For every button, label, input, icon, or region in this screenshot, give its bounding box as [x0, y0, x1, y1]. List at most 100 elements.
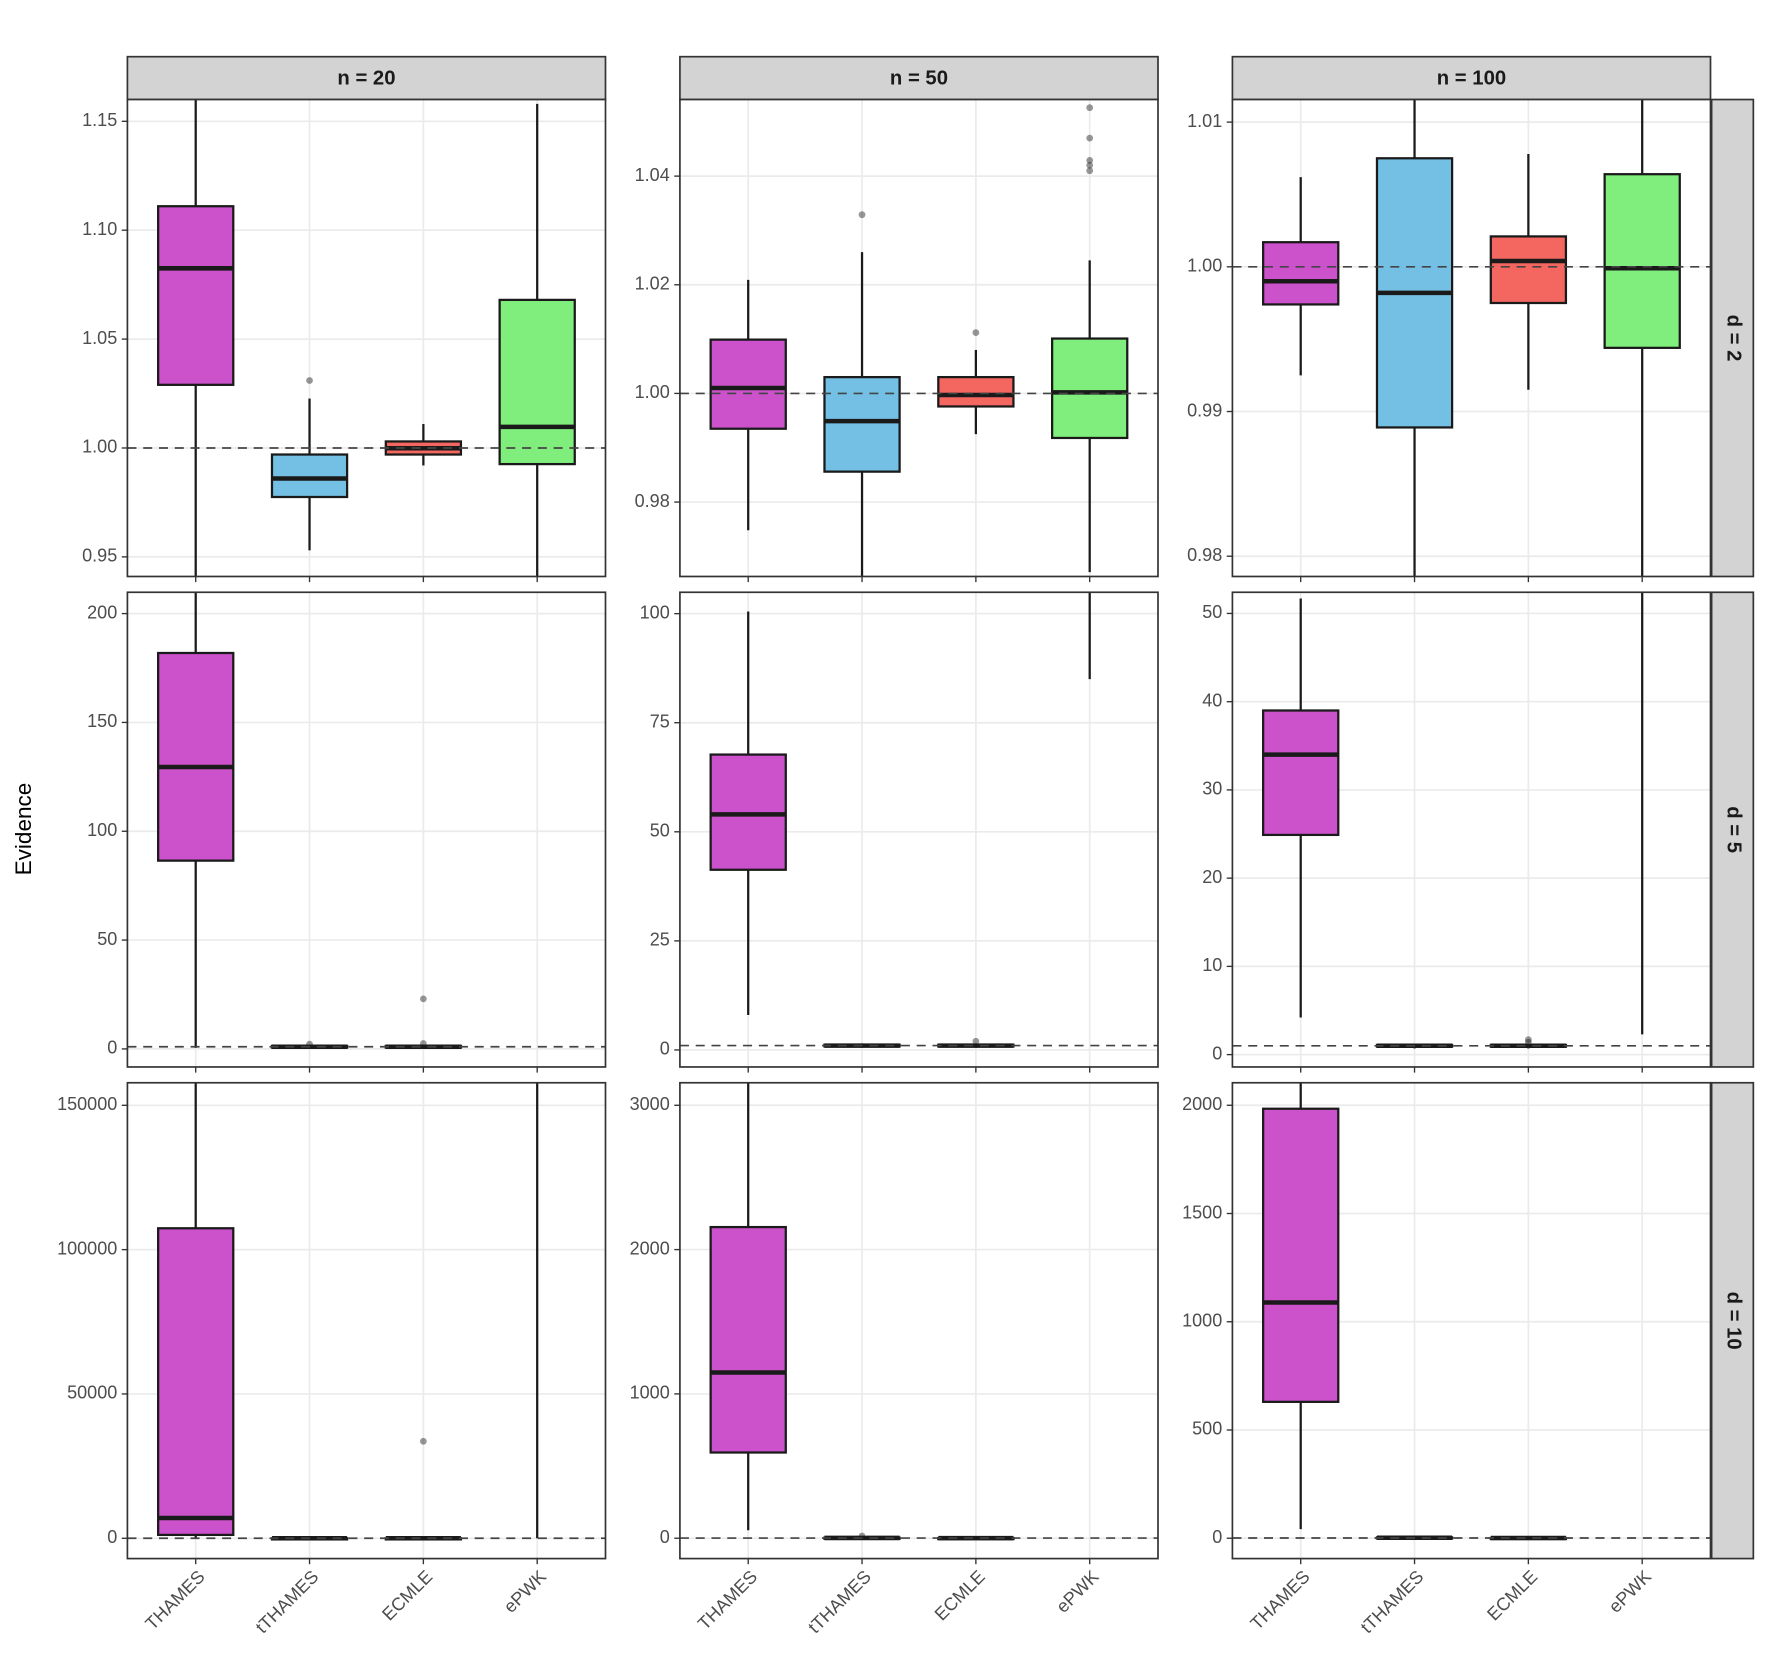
panel-border [679, 1081, 1159, 1560]
box [157, 651, 235, 862]
outlier [1086, 156, 1094, 164]
y-tick-label: 1000 [1182, 1311, 1222, 1331]
x-tick-label: tTHAMES [252, 1566, 323, 1637]
outlier [419, 995, 427, 1003]
y-tick-label: 100 [87, 820, 117, 840]
outlier [306, 377, 313, 384]
x-tick-label: THAMES [141, 1566, 208, 1633]
x-tick-label: tTHAMES [1357, 1566, 1428, 1637]
x-tick-label: ePWK [500, 1566, 550, 1616]
row-strip [1710, 1081, 1755, 1560]
box [1262, 1107, 1340, 1403]
y-tick-label: 30 [1202, 779, 1222, 799]
y-tick-label: 0 [107, 1038, 117, 1058]
box [1262, 241, 1340, 306]
y-tick-label: 10 [1202, 955, 1222, 975]
y-tick-label: 1.10 [82, 219, 117, 239]
x-tick-label: ePWK [1052, 1566, 1102, 1616]
box [157, 205, 235, 386]
y-tick-label: 0 [660, 1039, 670, 1059]
y-tick-label: 50 [97, 929, 117, 949]
x-tick-label: tTHAMES [804, 1566, 875, 1637]
y-tick-label: 0.98 [635, 491, 670, 511]
y-tick-label: 50 [650, 821, 670, 841]
panel [1232, 1082, 1711, 1559]
row-strip [1710, 98, 1755, 578]
y-tick-label: 2000 [1182, 1094, 1222, 1114]
outlier [419, 1437, 427, 1445]
row-strip-label: d = 2 [1723, 315, 1745, 362]
y-tick-label: 1.00 [1187, 256, 1222, 276]
y-tick-label: 1.15 [82, 110, 117, 130]
y-tick-label: 0 [1212, 1527, 1222, 1547]
panel [1232, 592, 1711, 1067]
box [1262, 709, 1340, 837]
y-tick-label: 1.02 [635, 274, 670, 294]
box [1051, 337, 1129, 440]
y-tick-label: 100000 [57, 1238, 117, 1258]
x-tick-label: THAMES [694, 1566, 761, 1633]
y-tick-label: 150 [87, 711, 117, 731]
column-strip-label: n = 100 [1437, 68, 1506, 90]
column-strip [1231, 55, 1712, 101]
row-strip [1710, 591, 1755, 1068]
y-tick-label: 0.99 [1187, 400, 1222, 420]
outlier [1086, 134, 1094, 142]
y-tick-label: 500 [1192, 1419, 1222, 1439]
panel [127, 592, 606, 1067]
y-tick-label: 0.95 [82, 546, 117, 566]
panel-border [1231, 591, 1712, 1068]
y-tick-label: 150000 [57, 1094, 117, 1114]
y-tick-label: 25 [650, 930, 670, 950]
y-tick-label: 0 [107, 1527, 117, 1547]
panel [679, 592, 1158, 1067]
outlier [1524, 1038, 1532, 1046]
box [1603, 173, 1681, 349]
y-tick-label: 0 [1212, 1043, 1222, 1063]
y-tick-label: 0.98 [1187, 545, 1222, 565]
box [709, 1225, 787, 1454]
y-tick-label: 50000 [67, 1383, 117, 1403]
x-tick-label: ECMLE [931, 1566, 989, 1624]
y-tick-label: 20 [1202, 867, 1222, 887]
outlier [1086, 104, 1094, 112]
y-tick-label: 1.01 [1187, 111, 1222, 131]
x-tick-label: ECMLE [1483, 1566, 1541, 1624]
panel-border [679, 591, 1159, 1068]
panel-border [126, 591, 607, 1068]
y-tick-label: 1.00 [635, 382, 670, 402]
x-tick-label: ECMLE [378, 1566, 436, 1624]
y-tick-label: 3000 [630, 1094, 670, 1114]
panel-border [1231, 1081, 1712, 1560]
y-tick-label: 40 [1202, 690, 1222, 710]
column-strip-label: n = 50 [890, 68, 948, 90]
column-strip-label: n = 20 [337, 68, 395, 90]
y-axis-label: Evidence [11, 783, 36, 876]
outlier [972, 1037, 980, 1045]
column-strip [126, 55, 607, 101]
y-tick-label: 0 [660, 1527, 670, 1547]
box [937, 375, 1015, 408]
panel [679, 99, 1158, 577]
y-tick-label: 50 [1202, 602, 1222, 622]
panel-border [1231, 98, 1712, 578]
y-tick-label: 2000 [630, 1238, 670, 1258]
box [157, 1227, 235, 1537]
box [709, 338, 787, 430]
box [823, 375, 901, 473]
column-strip [679, 55, 1159, 101]
outlier [858, 211, 866, 219]
y-tick-label: 75 [650, 711, 670, 731]
panel-border [126, 1081, 607, 1560]
outlier [419, 1040, 427, 1047]
outlier [1524, 1036, 1532, 1043]
panel-border [679, 98, 1159, 578]
panel [127, 1082, 606, 1559]
y-tick-label: 1.05 [82, 328, 117, 348]
outlier [1086, 167, 1094, 175]
panel [1232, 99, 1711, 577]
row-strip-label: d = 10 [1723, 1292, 1745, 1350]
row-strip-label: d = 5 [1723, 806, 1745, 853]
